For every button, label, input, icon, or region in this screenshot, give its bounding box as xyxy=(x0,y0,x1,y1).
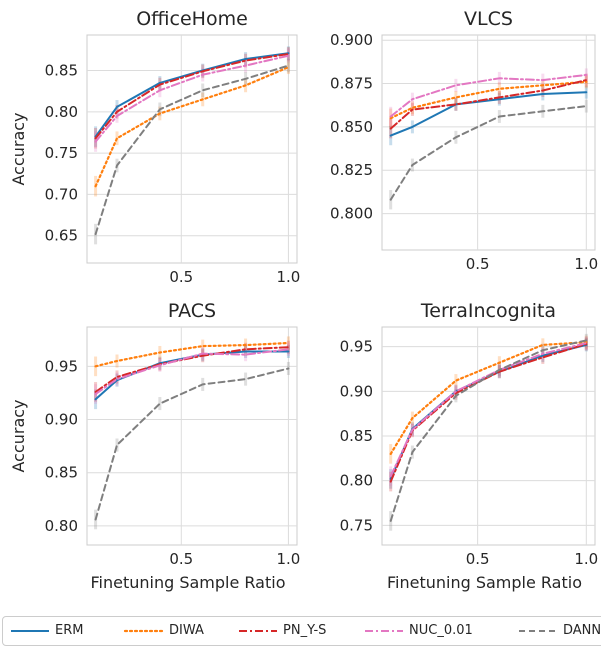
panel-terraincognita-title: TerraIncognita xyxy=(420,300,556,322)
legend-line-erm xyxy=(11,630,49,632)
legend-line-dann xyxy=(519,630,557,632)
legend: ERM DIWA PN_Y-S NUC_0.01 DANN xyxy=(2,616,601,646)
panel-pacs-ytick-label: 0.80 xyxy=(45,517,78,535)
panel-officehome-series-nuc-0-01 xyxy=(94,54,290,143)
panel-vlcs-series-diwa xyxy=(389,80,588,120)
panel-officehome-series-erm xyxy=(94,52,290,138)
panel-terraincognita-series-pn-y-s xyxy=(389,343,588,483)
panel-vlcs-ytick-label: 0.875 xyxy=(330,75,373,93)
panel-terraincognita-xtick-label: 1.0 xyxy=(574,550,598,568)
panel-terraincognita-xlabel: Finetuning Sample Ratio xyxy=(387,573,582,592)
legend-label-diwa: DIWA xyxy=(169,623,204,638)
panel-pacs-xtick-label: 0.5 xyxy=(169,550,193,568)
panel-vlcs-series-erm xyxy=(389,91,588,137)
panel-pacs-ytick-label: 0.85 xyxy=(45,464,78,482)
panel-officehome-ytick-label: 0.75 xyxy=(45,144,78,162)
legend-label-nuc: NUC_0.01 xyxy=(409,623,473,638)
panel-vlcs-plot-area xyxy=(381,34,596,251)
panel-terraincognita-ytick-label: 0.80 xyxy=(340,472,373,490)
panel-vlcs-series-pn-y-s xyxy=(389,79,588,130)
panel-vlcs-ytick-label: 0.825 xyxy=(330,161,373,179)
legend-line-diwa xyxy=(123,629,165,633)
panel-pacs-xtick-label: 1.0 xyxy=(276,550,300,568)
panel-officehome-xtick-label: 0.5 xyxy=(169,268,193,286)
panel-officehome-title: OfficeHome xyxy=(136,8,248,30)
panel-pacs-title: PACS xyxy=(168,300,216,322)
panel-terraincognita-xtick-label: 0.5 xyxy=(466,550,490,568)
panel-officehome-ylabel: Accuracy xyxy=(9,112,28,185)
panel-pacs-series-nuc-0-01 xyxy=(94,348,290,395)
panel-officehome-series-pn-y-s xyxy=(94,53,290,140)
panel-vlcs-ytick-label: 0.850 xyxy=(330,118,373,136)
panel-officehome-ytick-label: 0.70 xyxy=(45,185,78,203)
panel-vlcs-series-nuc-0-01 xyxy=(389,73,588,118)
panel-pacs-xlabel: Finetuning Sample Ratio xyxy=(90,573,285,592)
panel-terraincognita-series-dann xyxy=(389,339,588,522)
panel-officehome-ytick-label: 0.85 xyxy=(45,62,78,80)
panel-pacs-ylabel: Accuracy xyxy=(9,399,28,472)
panel-officehome-xtick-label: 1.0 xyxy=(276,268,300,286)
panel-vlcs-ytick-label: 0.900 xyxy=(330,31,373,49)
panel-terraincognita-series-nuc-0-01 xyxy=(389,342,588,478)
panel-pacs-ytick-label: 0.90 xyxy=(45,411,78,429)
panel-officehome-series-dann xyxy=(94,64,290,236)
panel-terraincognita-ytick-label: 0.95 xyxy=(340,338,373,356)
legend-line-nuc xyxy=(365,630,403,632)
panel-officehome-ytick-label: 0.80 xyxy=(45,103,78,121)
panel-terraincognita-series-diwa xyxy=(389,341,588,455)
panel-pacs-series-diwa xyxy=(94,341,290,368)
panel-vlcs-ytick-label: 0.800 xyxy=(330,205,373,223)
panel-terraincognita-ytick-label: 0.85 xyxy=(340,427,373,445)
panel-vlcs-series-dann xyxy=(389,105,588,201)
panel-pacs-series-dann xyxy=(94,367,290,521)
panel-pacs-plot-area xyxy=(86,326,298,546)
legend-label-erm: ERM xyxy=(55,623,84,638)
panel-officehome-series-diwa xyxy=(94,66,290,188)
panel-vlcs-xtick-label: 0.5 xyxy=(466,255,490,273)
legend-line-pn-y-s xyxy=(239,630,277,632)
panel-vlcs-title: VLCS xyxy=(464,8,513,30)
panel-terraincognita-ytick-label: 0.90 xyxy=(340,382,373,400)
panel-officehome-ytick-label: 0.65 xyxy=(45,227,78,245)
panel-vlcs-xtick-label: 1.0 xyxy=(574,255,598,273)
panel-terraincognita-ytick-label: 0.75 xyxy=(340,516,373,534)
panel-officehome-plot-area xyxy=(86,34,298,264)
legend-label-pn-y-s: PN_Y-S xyxy=(283,623,327,638)
panel-pacs-ytick-label: 0.95 xyxy=(45,357,78,375)
legend-label-dann: DANN xyxy=(563,623,601,638)
